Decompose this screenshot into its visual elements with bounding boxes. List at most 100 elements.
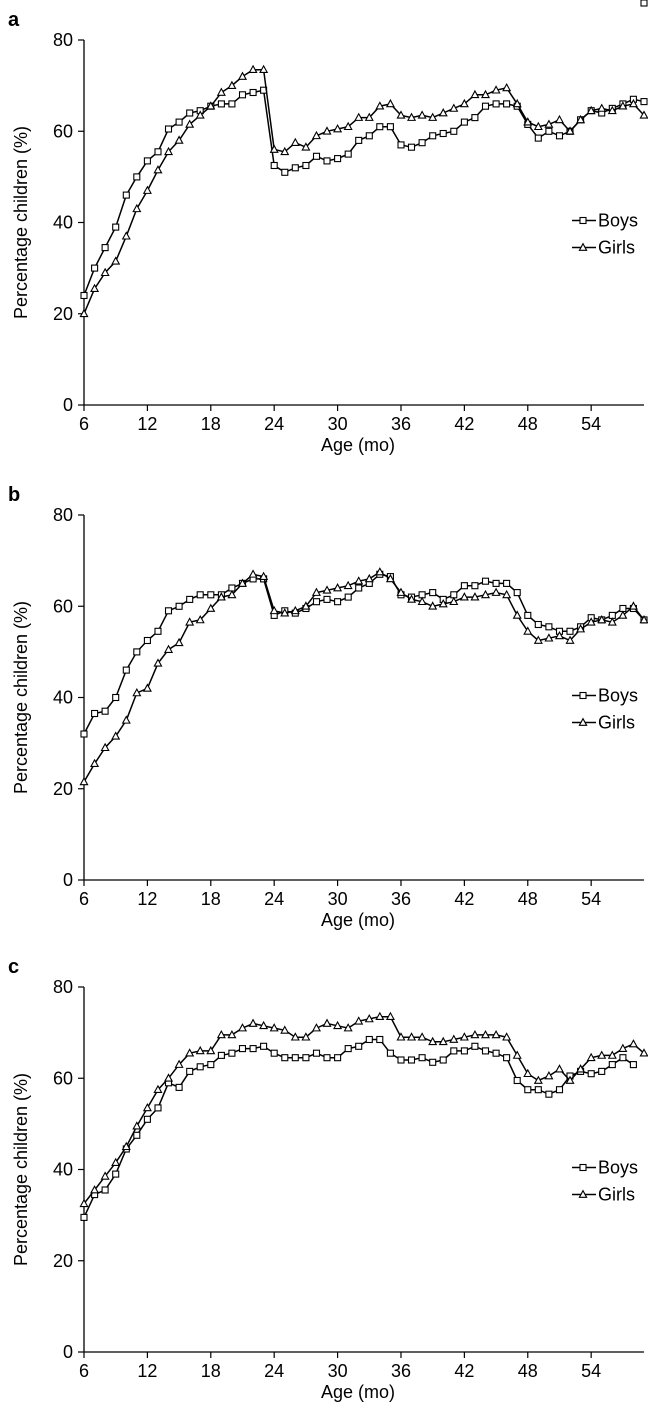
data-point-girls	[290, 1032, 300, 1041]
x-tick-label: 36	[391, 414, 411, 434]
data-point-girls	[480, 89, 491, 99]
data-point-girls	[576, 1064, 586, 1073]
data-point-boys	[80, 730, 88, 738]
data-point-boys	[249, 88, 257, 97]
y-tick-label: 60	[53, 1068, 73, 1088]
data-point-boys	[302, 1054, 310, 1062]
x-tick-label: 6	[79, 414, 89, 434]
data-point-girls	[586, 617, 596, 626]
data-point-girls	[100, 742, 110, 752]
data-point-girls	[396, 1032, 406, 1041]
data-point-girls	[533, 635, 543, 644]
data-point-boys	[407, 143, 416, 151]
legend-label-girls: Girls	[598, 713, 635, 733]
series-line-girls	[83, 1015, 645, 1205]
data-point-girls	[407, 112, 417, 121]
data-point-boys	[545, 127, 553, 135]
data-point-boys	[186, 1067, 194, 1075]
data-point-boys	[545, 1090, 553, 1098]
y-tick-label: 0	[63, 1342, 73, 1362]
data-point-girls	[142, 683, 152, 692]
data-point-boys	[228, 100, 236, 108]
data-point-boys	[619, 1054, 627, 1062]
data-point-girls	[248, 1018, 258, 1027]
data-point-girls	[417, 110, 427, 119]
data-point-girls	[385, 573, 395, 583]
data-point-boys	[154, 1104, 162, 1112]
data-point-girls	[449, 1034, 459, 1043]
data-point-girls	[132, 1121, 142, 1130]
x-tick-label: 6	[79, 1361, 89, 1381]
x-tick-label: 36	[391, 1361, 411, 1381]
data-point-boys	[312, 1049, 321, 1057]
data-point-boys	[555, 132, 564, 140]
data-point-boys	[355, 136, 363, 144]
legend: Boys Girls	[572, 1158, 638, 1205]
data-point-boys	[598, 1067, 606, 1075]
data-point-boys	[291, 164, 299, 172]
data-point-girls	[554, 114, 564, 124]
data-point-boys	[460, 1047, 468, 1055]
legend-label-boys: Boys	[598, 1158, 638, 1178]
data-point-girls	[111, 1157, 121, 1167]
data-point-girls	[311, 587, 321, 596]
data-point-girls	[227, 589, 237, 599]
data-point-girls	[417, 596, 427, 606]
x-tick-label: 18	[201, 1361, 221, 1381]
data-point-girls	[333, 124, 343, 133]
data-point-girls	[618, 1043, 628, 1052]
data-point-girls	[100, 1171, 110, 1180]
legend: Boys Girls	[572, 211, 638, 258]
series-boys	[80, 570, 648, 738]
data-point-boys	[344, 593, 352, 601]
series-girls	[79, 64, 648, 318]
data-point-girls	[227, 80, 237, 89]
data-point-girls	[164, 146, 174, 156]
y-tick-label: 80	[53, 505, 73, 525]
data-point-girls	[132, 203, 142, 213]
data-point-girls	[407, 1032, 417, 1041]
data-point-girls	[79, 1198, 89, 1208]
data-point-boys	[450, 127, 458, 135]
legend-label-girls: Girls	[598, 238, 635, 258]
data-point-girls	[396, 110, 406, 119]
data-point-boys	[196, 591, 204, 599]
data-point-boys	[608, 1061, 616, 1069]
data-point-boys	[344, 150, 352, 158]
data-point-girls	[428, 601, 438, 610]
y-tick-label: 0	[63, 870, 73, 890]
data-point-boys	[397, 141, 405, 149]
data-point-girls	[206, 1045, 216, 1055]
data-point-girls	[333, 583, 343, 592]
data-point-boys	[429, 589, 437, 597]
data-point-girls	[280, 1025, 290, 1034]
x-tick-label: 30	[328, 889, 348, 909]
y-axis-title: Percentage children (%)	[11, 1073, 31, 1266]
data-point-girls	[470, 89, 480, 99]
data-point-boys	[175, 1083, 183, 1091]
data-point-boys	[260, 1042, 268, 1050]
data-point-boys	[334, 1054, 342, 1062]
data-point-girls	[259, 64, 269, 74]
y-tick-label: 80	[53, 30, 73, 50]
data-point-girls	[554, 630, 564, 640]
x-tick-label: 48	[518, 889, 538, 909]
legend-label-boys: Boys	[598, 211, 638, 231]
data-point-girls	[459, 592, 469, 601]
data-point-boys	[112, 223, 120, 231]
data-point-boys	[133, 173, 141, 181]
data-point-boys	[196, 1063, 204, 1071]
data-point-girls	[407, 594, 417, 603]
data-point-girls	[142, 1102, 152, 1112]
data-point-girls	[639, 614, 648, 624]
data-point-boys	[143, 1115, 151, 1123]
data-point-girls	[502, 82, 512, 92]
data-point-boys	[355, 1042, 363, 1050]
y-tick-label: 40	[53, 213, 73, 233]
data-point-boys	[164, 607, 173, 615]
data-point-boys	[312, 152, 321, 160]
data-point-girls	[195, 1045, 205, 1055]
data-point-girls	[121, 715, 131, 724]
data-point-girls	[206, 101, 216, 110]
data-point-girls	[185, 617, 195, 626]
